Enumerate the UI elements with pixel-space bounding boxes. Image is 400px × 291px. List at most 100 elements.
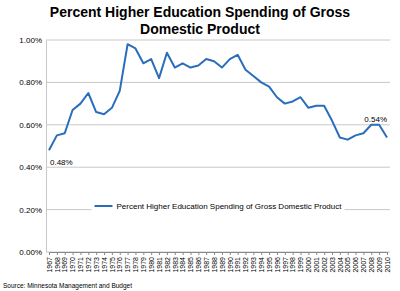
legend: Percent Higher Education Spending of Gro… — [91, 200, 344, 212]
x-tick-label: 2007 — [360, 257, 367, 273]
x-tick-label: 1979 — [140, 257, 147, 273]
x-tick-mark — [308, 252, 309, 255]
x-tick-mark — [324, 252, 325, 255]
x-tick-mark — [363, 252, 364, 255]
legend-background — [91, 200, 344, 212]
x-tick: 1982 — [164, 252, 171, 273]
x-tick: 1974 — [101, 252, 108, 273]
chart: Percent Higher Education Spending of Gro… — [0, 0, 400, 291]
x-tick: 1973 — [93, 252, 100, 273]
x-tick-mark — [88, 252, 89, 255]
grid-line — [46, 82, 390, 83]
y-axis-line — [46, 41, 47, 253]
x-tick: 2000 — [305, 252, 312, 273]
x-tick-mark — [371, 252, 372, 255]
x-tick: 2003 — [329, 252, 336, 273]
x-tick: 1984 — [179, 252, 186, 273]
y-tick: 0.40% — [19, 163, 46, 172]
x-tick-label: 1972 — [85, 257, 92, 273]
x-tick-label: 1991 — [234, 257, 241, 273]
x-tick: 2004 — [337, 252, 344, 273]
y-tick: 0.80% — [19, 78, 46, 87]
x-tick-label: 1967 — [46, 257, 53, 273]
x-tick-mark — [340, 252, 341, 255]
x-tick-label: 2010 — [384, 257, 391, 273]
legend-label: Percent Higher Education Spending of Gro… — [116, 202, 342, 211]
x-tick-mark — [261, 252, 262, 255]
x-tick: 1996 — [274, 252, 281, 273]
x-tick-mark — [65, 252, 66, 255]
x-tick-mark — [206, 252, 207, 255]
x-tick-mark — [253, 252, 254, 255]
x-tick: 1997 — [282, 252, 289, 273]
x-tick-label: 1971 — [77, 257, 84, 273]
x-tick-mark — [167, 252, 168, 255]
x-tick-label: 1989 — [219, 257, 226, 273]
x-tick-mark — [49, 252, 50, 255]
x-tick-label: 1976 — [116, 257, 123, 273]
x-tick-label: 1988 — [211, 257, 218, 273]
x-tick-mark — [301, 252, 302, 255]
y-tick: 0.00% — [19, 248, 46, 257]
x-tick-mark — [190, 252, 191, 255]
x-tick-label: 1978 — [132, 257, 139, 273]
x-tick: 1995 — [266, 252, 273, 273]
plot-area — [49, 44, 387, 150]
x-tick-mark — [57, 252, 58, 255]
x-tick-label: 1983 — [172, 257, 179, 273]
x-tick: 1975 — [109, 252, 116, 273]
x-tick-mark — [269, 252, 270, 255]
x-tick-label: 2005 — [344, 257, 351, 273]
x-tick: 1993 — [250, 252, 257, 273]
x-tick: 1977 — [124, 252, 131, 273]
x-tick: 1989 — [219, 252, 226, 273]
x-tick: 2002 — [321, 252, 328, 273]
x-tick: 1992 — [242, 252, 249, 273]
x-tick-mark — [159, 252, 160, 255]
legend-swatch — [94, 205, 112, 207]
x-tick-label: 1996 — [274, 257, 281, 273]
x-tick: 2006 — [352, 252, 359, 273]
x-tick-label: 1968 — [54, 257, 61, 273]
x-tick: 1999 — [297, 252, 304, 273]
x-tick-label: 1990 — [227, 257, 234, 273]
x-tick-label: 1975 — [109, 257, 116, 273]
x-tick: 1971 — [77, 252, 84, 273]
x-tick-mark — [112, 252, 113, 255]
x-tick: 1978 — [132, 252, 139, 273]
x-tick: 1967 — [46, 252, 53, 273]
x-tick-mark — [230, 252, 231, 255]
x-tick: 2005 — [344, 252, 351, 273]
source: Source: Minnesota Management and Budget — [3, 282, 132, 290]
x-tick: 1972 — [85, 252, 92, 273]
x-tick-mark — [175, 252, 176, 255]
x-tick: 1976 — [116, 252, 123, 273]
x-tick-mark — [104, 252, 105, 255]
x-tick-label: 1980 — [148, 257, 155, 273]
x-tick-label: 1969 — [61, 257, 68, 273]
x-tick: 1994 — [258, 252, 265, 273]
x-tick: 1969 — [61, 252, 68, 273]
x-tick-mark — [285, 252, 286, 255]
y-tick-label: 0.40% — [19, 163, 42, 172]
x-tick-mark — [238, 252, 239, 255]
x-tick-mark — [120, 252, 121, 255]
x-tick-mark — [379, 252, 380, 255]
x-axis: 1967196819691970197119721973197419751976… — [46, 252, 391, 273]
x-tick-mark — [128, 252, 129, 255]
x-tick: 2010 — [384, 252, 391, 273]
x-tick-mark — [198, 252, 199, 255]
x-tick-mark — [143, 252, 144, 255]
x-tick: 2007 — [360, 252, 367, 273]
x-tick-mark — [135, 252, 136, 255]
x-tick-label: 1997 — [282, 257, 289, 273]
x-tick-label: 2008 — [368, 257, 375, 273]
x-tick-mark — [246, 252, 247, 255]
grid-line — [46, 252, 390, 253]
x-tick-label: 1977 — [124, 257, 131, 273]
x-tick: 2008 — [368, 252, 375, 273]
x-tick-label: 1970 — [69, 257, 76, 273]
y-tick-label: 1.00% — [19, 36, 42, 45]
grid-line — [46, 167, 390, 168]
x-tick-label: 1998 — [289, 257, 296, 273]
